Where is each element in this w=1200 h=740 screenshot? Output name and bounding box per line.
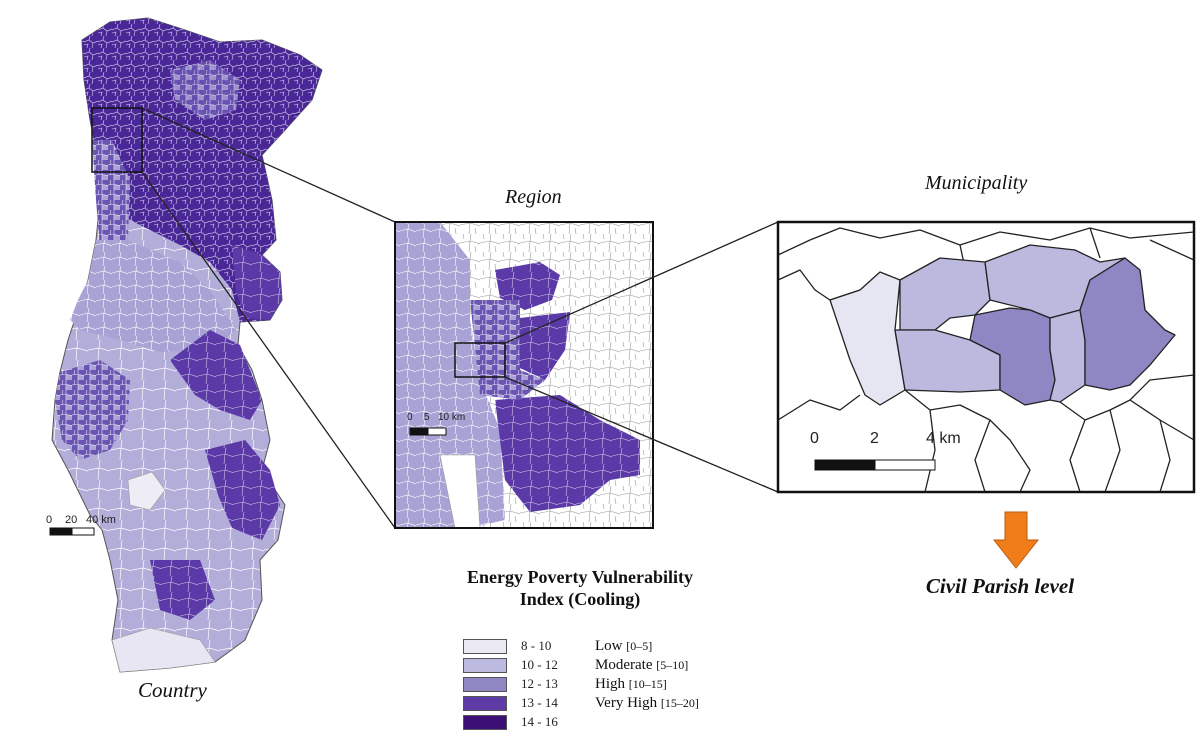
north-coastal-parishes <box>92 140 130 248</box>
scale-tick: 2 <box>870 430 879 447</box>
legend-title-line1: Energy Poverty Vulnerability <box>467 567 693 587</box>
scale-tick: 0 <box>46 514 53 526</box>
parish-high-east <box>1079 257 1176 391</box>
legend-swatch <box>463 676 507 692</box>
legend-swatch <box>463 638 507 654</box>
legend-row: 13 - 14 Very High [15–20] <box>463 694 699 712</box>
region-dark-cluster-north <box>495 262 560 310</box>
legend-class-label: Low [0–5] <box>595 637 653 654</box>
legend-swatch <box>463 714 507 730</box>
legend-row: 8 - 10 Low [0–5] <box>463 637 652 655</box>
caption-country: Country <box>138 678 207 702</box>
legend-row: 10 - 12 Moderate [5–10] <box>463 656 688 674</box>
scale-tick: 10 km <box>438 412 466 423</box>
region-white-beach <box>439 454 481 528</box>
central-light-parishes <box>70 240 236 352</box>
caption-region: Region <box>505 186 562 208</box>
municipality-frame <box>776 220 1196 494</box>
caption-municipality: Municipality <box>925 172 1028 194</box>
caption-civil-parish: Civil Parish level <box>925 574 1075 598</box>
parish-moderate-sliver <box>1049 309 1086 403</box>
region-frame <box>394 221 654 529</box>
legend-range: 14 - 16 <box>521 714 558 729</box>
legend-row: 12 - 13 High [10–15] <box>463 675 667 693</box>
scale-tick: 4 km <box>926 430 961 447</box>
scale-tick: 5 <box>424 412 430 423</box>
down-arrow-icon <box>992 511 1040 569</box>
legend-row: 14 - 16 <box>463 713 581 731</box>
scale-tick: 0 <box>810 430 819 447</box>
interior-dark-cluster-2 <box>205 440 280 540</box>
scale-tick: 0 <box>407 412 413 423</box>
zoom-lines-region-municipality <box>504 221 779 493</box>
scale-tick: 40 km <box>86 514 116 526</box>
north-dark-parishes <box>82 18 322 322</box>
legend-range: 12 - 13 <box>521 676 558 691</box>
region-mid-parishes <box>470 300 545 400</box>
zoom-lines-country-region <box>141 107 396 529</box>
interior-dark-cluster-1 <box>170 330 262 420</box>
municipality-map <box>776 220 1196 494</box>
region-zoom-box <box>454 342 506 378</box>
eastern-dark-cluster <box>232 245 282 320</box>
country-zoom-box <box>91 107 143 173</box>
legend-range: 8 - 10 <box>521 638 552 653</box>
country-scalebar <box>49 527 95 536</box>
municipality-scalebar <box>814 459 936 471</box>
region-dark-cluster-mid <box>520 312 570 380</box>
light-parish-blob <box>127 471 166 511</box>
legend-title: Energy Poverty Vulnerability Index (Cool… <box>420 566 740 610</box>
region-coastal-parishes <box>395 222 505 528</box>
region-map <box>394 221 654 529</box>
legend-class-label: Very High [15–20] <box>595 694 699 711</box>
region-scalebar <box>409 427 447 436</box>
lisbon-area-parishes <box>55 360 130 460</box>
legend-range: 13 - 14 <box>521 695 558 710</box>
north-east-light-parishes <box>170 60 240 120</box>
legend-range: 10 - 12 <box>521 657 558 672</box>
region-dark-cluster-south <box>495 395 640 512</box>
country-map <box>51 17 323 673</box>
legend-title-line2: Index (Cooling) <box>519 589 641 609</box>
southern-dark-cluster <box>150 560 215 620</box>
legend-swatch <box>463 695 507 711</box>
legend-class-label: High [10–15] <box>595 675 667 692</box>
legend-swatch <box>463 657 507 673</box>
scale-tick: 20 <box>65 514 78 526</box>
legend-class-label: Moderate [5–10] <box>595 656 689 673</box>
algarve-light-parishes <box>111 627 216 673</box>
